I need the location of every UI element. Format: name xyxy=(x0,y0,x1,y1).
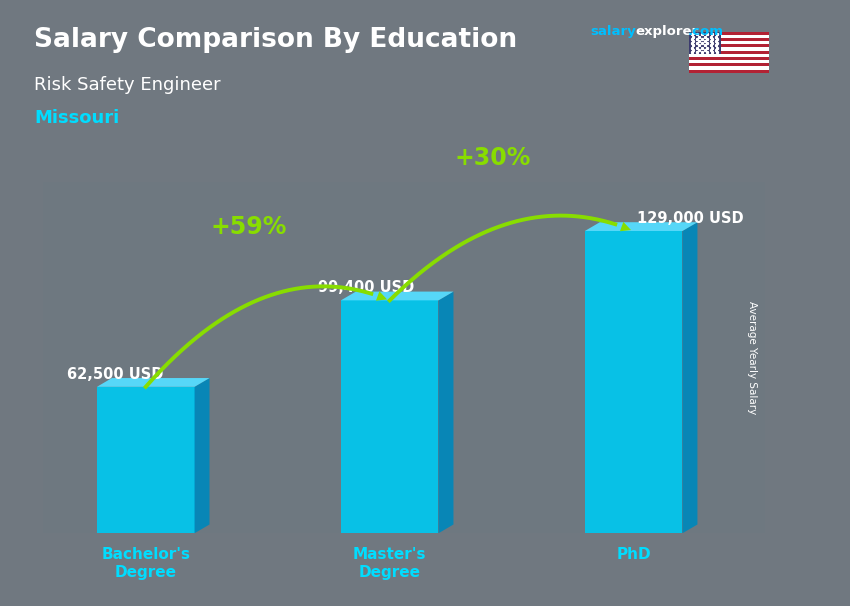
Bar xyxy=(688,32,769,35)
Bar xyxy=(688,32,721,54)
Bar xyxy=(688,57,769,60)
Polygon shape xyxy=(683,222,698,533)
Bar xyxy=(688,41,769,44)
Text: explorer: explorer xyxy=(635,25,698,38)
Text: 129,000 USD: 129,000 USD xyxy=(638,211,744,226)
Polygon shape xyxy=(585,222,698,231)
Bar xyxy=(688,35,769,38)
Text: Average Yearly Salary: Average Yearly Salary xyxy=(747,301,756,414)
Polygon shape xyxy=(97,387,195,533)
Bar xyxy=(688,38,769,41)
Text: 99,400 USD: 99,400 USD xyxy=(319,280,415,295)
Text: Salary Comparison By Education: Salary Comparison By Education xyxy=(34,27,517,53)
Bar xyxy=(688,50,769,54)
Bar xyxy=(688,54,769,57)
Bar xyxy=(688,60,769,63)
Text: +30%: +30% xyxy=(455,146,531,170)
Polygon shape xyxy=(97,378,209,387)
Polygon shape xyxy=(439,291,454,533)
Polygon shape xyxy=(341,301,439,533)
Bar xyxy=(688,44,769,47)
Text: .com: .com xyxy=(688,25,723,38)
Bar xyxy=(688,67,769,70)
Text: 62,500 USD: 62,500 USD xyxy=(67,367,163,382)
Bar xyxy=(688,70,769,73)
Text: Risk Safety Engineer: Risk Safety Engineer xyxy=(34,76,221,94)
Polygon shape xyxy=(341,291,454,301)
Polygon shape xyxy=(585,231,683,533)
Bar xyxy=(688,47,769,50)
Bar xyxy=(688,63,769,67)
Text: +59%: +59% xyxy=(211,216,287,239)
Text: Missouri: Missouri xyxy=(34,109,119,127)
Polygon shape xyxy=(195,378,209,533)
Text: salary: salary xyxy=(591,25,637,38)
